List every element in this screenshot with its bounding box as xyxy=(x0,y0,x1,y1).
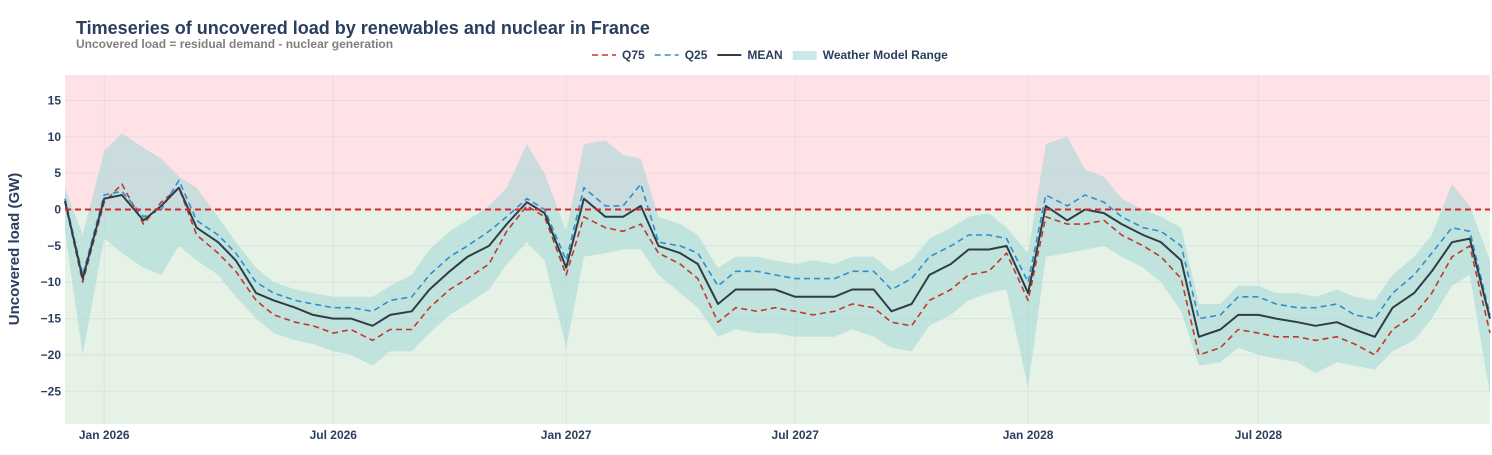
legend-item-q25: Q25 xyxy=(654,48,708,62)
region-positive xyxy=(65,75,1490,210)
y-tick-label: 0 xyxy=(54,203,61,217)
series-band-weather-model-range xyxy=(65,133,1490,395)
x-tick-label: Jan 2027 xyxy=(541,428,592,442)
y-tick-label: −15 xyxy=(41,312,62,326)
x-tick-label: Jan 2026 xyxy=(79,428,130,442)
legend-item-weather-model-range: Weather Model Range xyxy=(792,48,948,62)
legend-swatch xyxy=(792,51,817,60)
y-tick-label: 10 xyxy=(48,130,62,144)
y-tick-label: −5 xyxy=(47,239,61,253)
x-tick-label: Jul 2027 xyxy=(772,428,820,442)
legend-label: Weather Model Range xyxy=(823,48,948,62)
y-axis-label: Uncovered load (GW) xyxy=(6,173,23,326)
series-line-mean xyxy=(64,186,1491,338)
series-line-q75 xyxy=(64,183,1491,356)
legend-label: MEAN xyxy=(747,48,782,62)
chart-subtitle: Uncovered load = residual demand - nucle… xyxy=(76,37,393,51)
legend-label: Q75 xyxy=(622,48,645,62)
series-line-q25 xyxy=(64,179,1491,320)
chart-title: Timeseries of uncovered load by renewabl… xyxy=(76,18,650,38)
x-tick-label: Jan 2028 xyxy=(1003,428,1054,442)
x-tick-label: Jul 2028 xyxy=(1235,428,1283,442)
y-tick-label: −25 xyxy=(41,384,62,398)
legend-label: Q25 xyxy=(685,48,708,62)
y-tick-label: 15 xyxy=(48,93,62,107)
y-tick-label: −10 xyxy=(41,275,62,289)
x-tick-label: Jul 2026 xyxy=(310,428,358,442)
y-tick-label: 5 xyxy=(54,166,61,180)
legend-item-mean: MEAN xyxy=(717,48,783,62)
legend: Q75 Q25 MEAN Weather Model Range xyxy=(592,48,948,62)
y-tick-label: −20 xyxy=(41,348,62,362)
legend-item-q75: Q75 xyxy=(592,48,645,62)
